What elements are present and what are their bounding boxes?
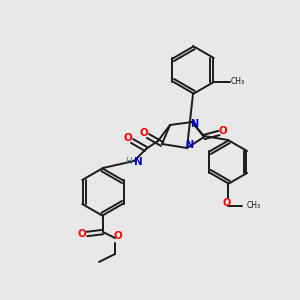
Text: O: O [114, 231, 122, 241]
Text: O: O [223, 198, 231, 208]
Text: N: N [190, 119, 198, 129]
Text: CH₃: CH₃ [247, 202, 261, 211]
Text: O: O [78, 229, 86, 239]
Text: H: H [126, 158, 132, 166]
Text: O: O [124, 133, 132, 143]
Text: N: N [134, 157, 142, 167]
Text: N: N [185, 140, 193, 150]
Text: O: O [219, 126, 227, 136]
Text: CH₃: CH₃ [231, 77, 245, 86]
Text: O: O [140, 128, 148, 138]
